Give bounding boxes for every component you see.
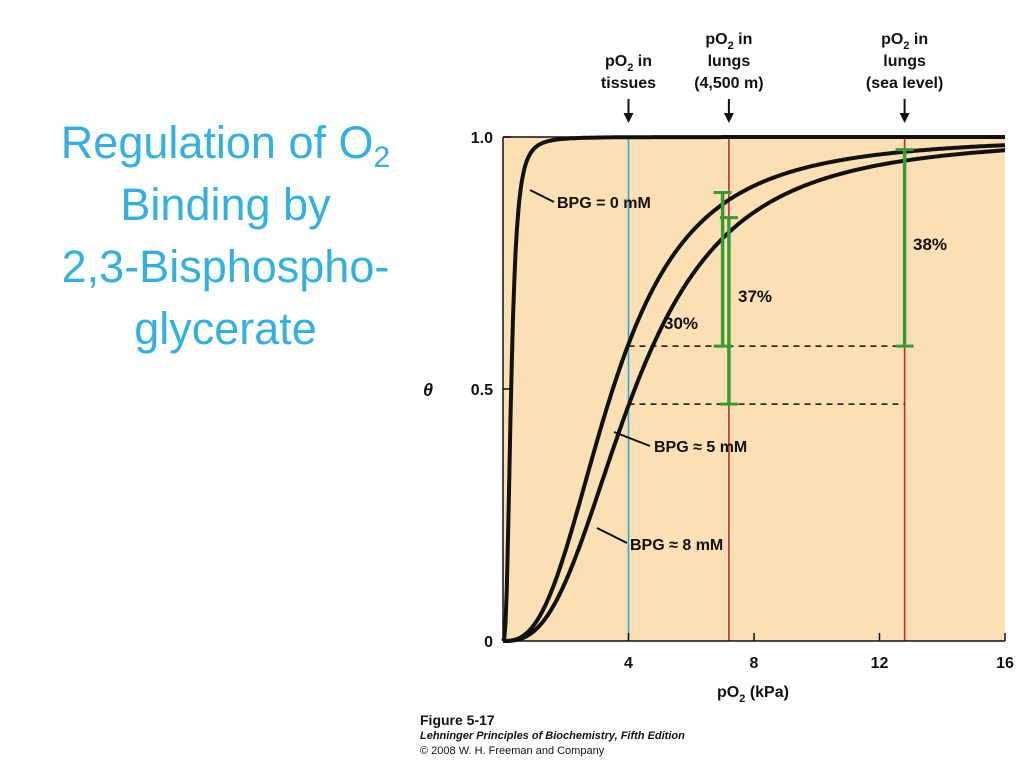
book-title: Lehninger Principles of Biochemistry, Fi… xyxy=(420,730,685,742)
y-tick-label-1: 0 xyxy=(484,634,493,651)
x-tick-label-4: 16 xyxy=(996,655,1014,672)
series-label-1: BPG = 0 mM xyxy=(557,195,651,212)
reference-label-line-3-2: (sea level) xyxy=(866,75,943,92)
x-tick-label-2: 8 xyxy=(750,655,759,672)
reference-label-line-2-1: lungs xyxy=(708,53,751,70)
difference-label-1: 30% xyxy=(664,314,698,333)
curve-2 xyxy=(503,143,1005,643)
copyright-text: © 2008 W. H. Freeman and Company xyxy=(420,745,605,757)
reference-label-line-1-1: tissues xyxy=(601,75,656,92)
figure-caption: Figure 5-17 Lehninger Principles of Bioc… xyxy=(420,711,685,759)
y-axis-label: θ xyxy=(423,380,433,400)
y-tick-label-3: 1.0 xyxy=(471,130,493,147)
title-line-2: Binding by xyxy=(120,179,331,230)
title-subscript: 2 xyxy=(373,141,391,174)
reference-label-title-2: pO2 in xyxy=(705,31,752,52)
reference-arrow-head-1 xyxy=(623,113,634,123)
x-tick-label-3: 12 xyxy=(871,655,889,672)
series-leader-2 xyxy=(613,431,651,447)
reference-label-title-3: pO2 in xyxy=(881,31,928,52)
figure-number: Figure 5-17 xyxy=(420,712,495,728)
title-line-3: 2,3-Bisphospho- xyxy=(61,241,390,292)
slide-title: Regulation of O2 Binding by 2,3-Bisphosp… xyxy=(18,112,433,360)
series-leader-1 xyxy=(529,189,555,203)
title-line-4: glycerate xyxy=(134,303,317,354)
reference-label-title-1: pO2 in xyxy=(605,53,652,74)
series-label-3: BPG ≈ 8 mM xyxy=(630,537,723,554)
difference-label-3: 38% xyxy=(913,235,947,254)
reference-label-line-3-1: lungs xyxy=(883,53,926,70)
x-tick-label-1: 4 xyxy=(624,655,633,672)
reference-arrow-head-3 xyxy=(899,113,910,123)
reference-arrow-head-2 xyxy=(723,113,734,123)
series-label-2: BPG ≈ 5 mM xyxy=(654,439,747,456)
series-leader-3 xyxy=(596,527,628,544)
y-tick-label-2: 0.5 xyxy=(471,382,493,399)
x-axis-label: pO2 (kPa) xyxy=(717,684,789,705)
plot-background xyxy=(503,137,1005,641)
difference-label-2: 37% xyxy=(738,287,772,306)
curve-3 xyxy=(503,148,1005,643)
title-line-1: Regulation of O2 xyxy=(60,117,391,174)
reference-label-line-2-2: (4,500 m) xyxy=(694,75,763,92)
